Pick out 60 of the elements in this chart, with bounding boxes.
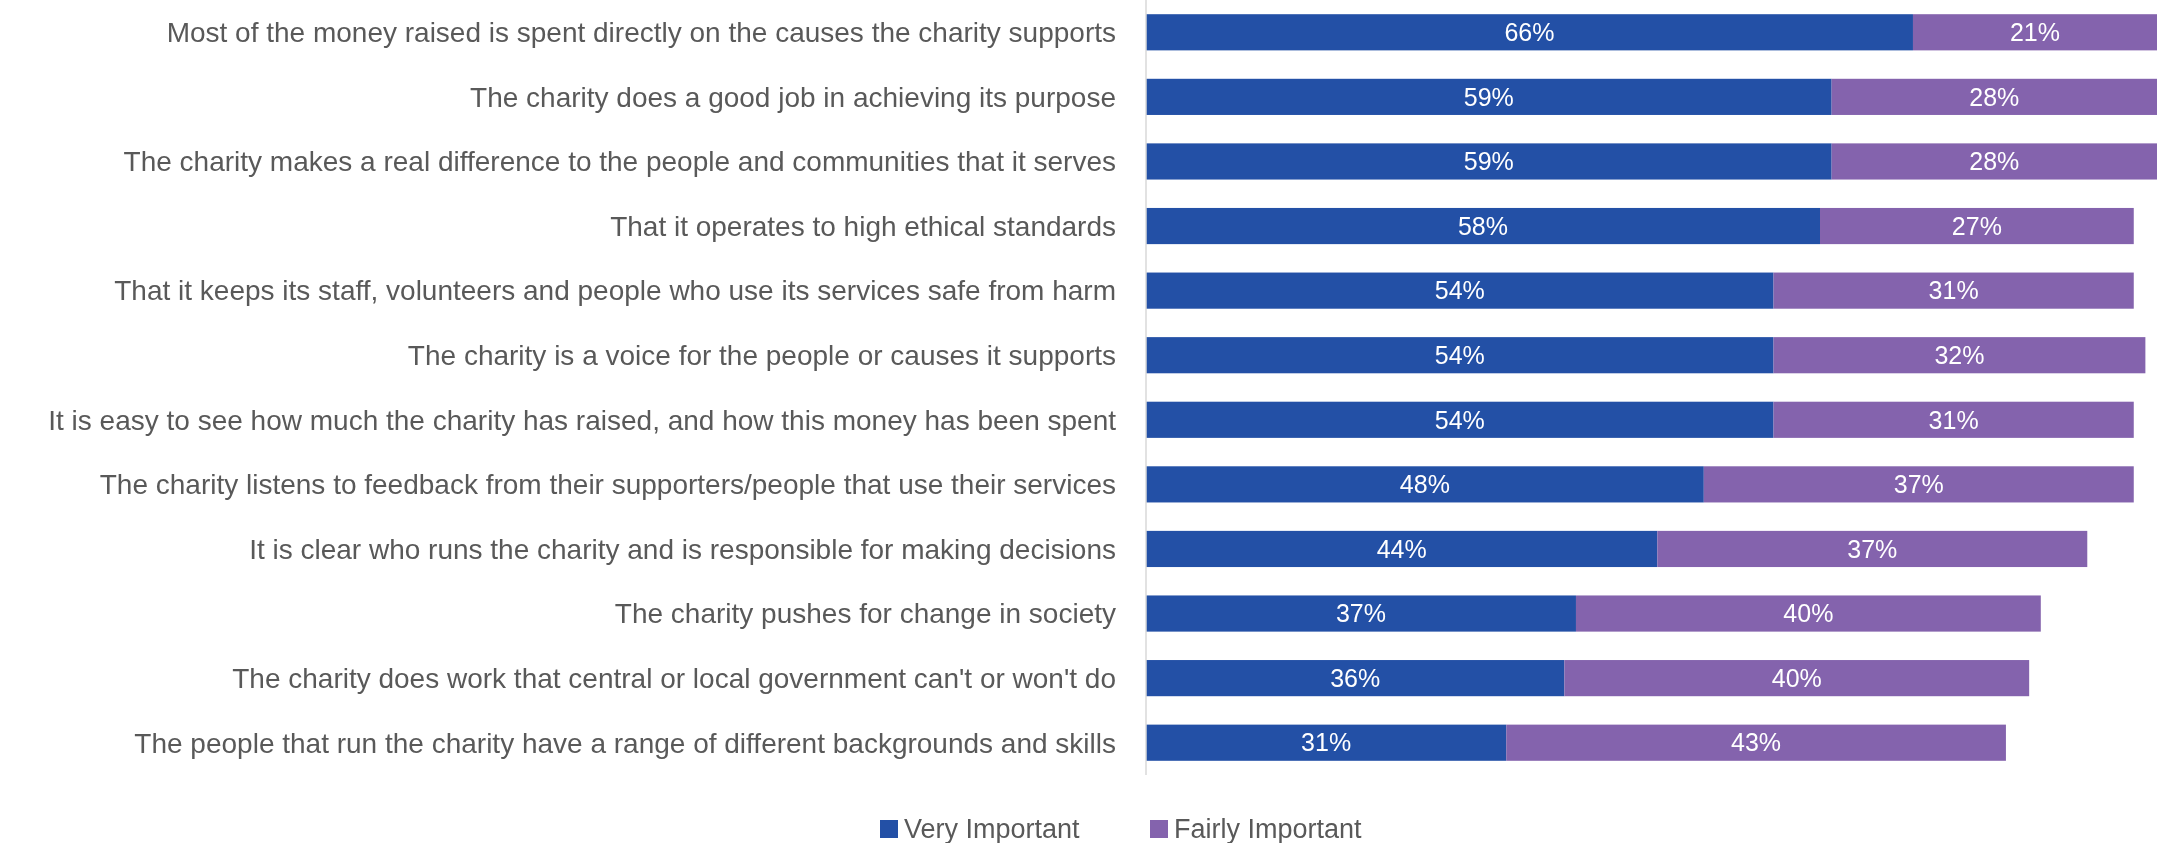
- bar: [1912, 14, 2157, 51]
- y-tick-label: The charity makes a real difference to the people and communities that it serves: [123, 146, 1116, 178]
- bar: [1820, 207, 2134, 245]
- y-tick-label: It is easy to see how much the charity has raised, and how this money has been spent: [48, 404, 1117, 436]
- bar: [1146, 337, 1774, 374]
- data-label: 59%: [1463, 147, 1514, 176]
- bar: [1831, 143, 2157, 180]
- y-tick-label: The people that run the charity have a range of different backgrounds and skills: [134, 727, 1116, 759]
- y-tick-label: Most of the money raised is spent directly on the causes the charity supports: [166, 17, 1116, 49]
- bar: [1146, 724, 1507, 761]
- bar: [1146, 595, 1576, 632]
- bar: [1146, 466, 1704, 503]
- data-label: 27%: [1951, 211, 2002, 240]
- y-tick-label: The charity does a good job in achieving its purpose: [470, 81, 1116, 113]
- data-label: 40%: [1783, 599, 1834, 628]
- bar: [1773, 337, 2146, 374]
- bar: [1146, 78, 1832, 115]
- data-label: 58%: [1457, 211, 1509, 240]
- bar: [1146, 530, 1658, 568]
- y-tick-label: The charity does work that central or local government can't or won't do: [232, 662, 1116, 694]
- bar: [1831, 78, 2157, 115]
- data-label: 31%: [1928, 405, 1979, 434]
- bar: [1773, 401, 2134, 438]
- data-label: 28%: [1969, 82, 2020, 111]
- data-label: 37%: [1847, 534, 1898, 563]
- data-label: 48%: [1399, 470, 1450, 499]
- y-tick-label: The charity pushes for change in society: [614, 598, 1116, 630]
- bar: [1773, 272, 2134, 309]
- data-label: 32%: [1934, 340, 1985, 369]
- data-label: 54%: [1434, 276, 1485, 305]
- data-label: 43%: [1731, 728, 1782, 757]
- bar: [1146, 401, 1774, 438]
- bar: [1657, 530, 2088, 568]
- data-label: 31%: [1301, 728, 1352, 757]
- data-label: 44%: [1376, 534, 1427, 563]
- bar: [1703, 466, 2134, 503]
- bar: [1146, 143, 1832, 180]
- y-tick-label: The charity listens to feedback from their supporters/people that use their services: [99, 469, 1116, 501]
- data-label: 21%: [2009, 18, 2061, 47]
- data-label: 37%: [1335, 599, 1387, 628]
- data-label: 59%: [1463, 82, 1514, 111]
- data-label: 40%: [1771, 663, 1822, 692]
- y-tick-label: It is clear who runs the charity and is responsible for making decisions: [249, 533, 1116, 565]
- bar: [1564, 660, 2030, 697]
- bar: [1146, 14, 1913, 51]
- data-label: 54%: [1434, 405, 1485, 434]
- y-tick-label: That it keeps its staff, volunteers and people who use its services safe from harm: [114, 275, 1116, 307]
- bar: [1146, 272, 1774, 309]
- bar: [1146, 660, 1565, 697]
- data-label: 31%: [1928, 276, 1979, 305]
- y-tick-label: That it operates to high ethical standards: [610, 210, 1116, 242]
- bar: [1575, 595, 2041, 632]
- data-label: 28%: [1969, 147, 2020, 176]
- bar: [1506, 724, 2006, 761]
- bar: [1146, 207, 1820, 245]
- data-label: 54%: [1434, 340, 1485, 369]
- data-label: 37%: [1893, 470, 1944, 499]
- y-tick-label: The charity is a voice for the people or causes it supports: [407, 340, 1116, 372]
- data-label: 66%: [1504, 18, 1555, 47]
- data-label: 36%: [1330, 663, 1381, 692]
